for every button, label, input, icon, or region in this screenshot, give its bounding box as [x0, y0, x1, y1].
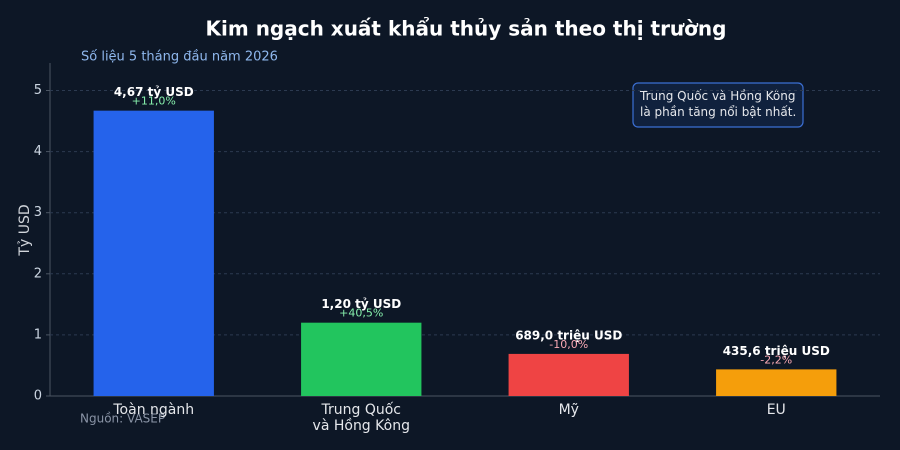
- growth-label: -2,2%: [760, 353, 792, 366]
- value-label: 1,20 tỷ USD: [321, 297, 401, 311]
- x-tick-label: Trung Quốc và Hồng Kông: [313, 401, 410, 434]
- y-axis-title: Tỷ USD: [17, 204, 33, 256]
- annotation: Trung Quốc và Hồng Kông là phần tăng nổi …: [639, 89, 796, 119]
- x-tick-label: EU: [767, 402, 786, 418]
- bar: [93, 110, 214, 396]
- annotation-box: [632, 82, 804, 128]
- chart-title: Kim ngạch xuất khẩu thủy sản theo thị tr…: [206, 17, 727, 41]
- y-tick-label: 1: [34, 327, 42, 342]
- y-tick-label: 4: [34, 144, 42, 159]
- y-tick-label: 5: [34, 83, 42, 98]
- y-tick-label: 2: [34, 266, 42, 281]
- growth-label: +40,5%: [339, 307, 383, 320]
- bar: [301, 322, 422, 396]
- x-tick-label: Mỹ: [559, 402, 579, 418]
- value-label: 4,67 tỷ USD: [114, 85, 194, 99]
- bar: [716, 369, 837, 396]
- y-tick-label: 0: [34, 389, 42, 404]
- y-tick-label: 3: [34, 205, 42, 220]
- source: Nguồn: VASEP: [80, 412, 165, 426]
- chart-subtitle: Số liệu 5 tháng đầu năm 2026: [81, 50, 278, 65]
- value-label: 689,0 triệu USD: [515, 328, 622, 342]
- value-label: 435,6 triệu USD: [723, 344, 830, 358]
- x-tick-label: Toàn ngành: [112, 402, 194, 418]
- growth-label: -10,0%: [549, 338, 588, 351]
- bar: [508, 353, 629, 396]
- growth-label: +11,0%: [132, 95, 176, 108]
